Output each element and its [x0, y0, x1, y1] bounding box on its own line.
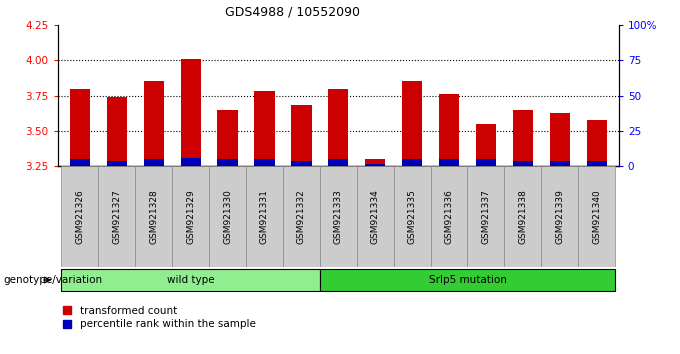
Bar	[218, 110, 238, 159]
Text: GSM921340: GSM921340	[592, 189, 601, 244]
Text: GSM921336: GSM921336	[445, 189, 454, 244]
FancyBboxPatch shape	[394, 166, 430, 267]
Bar	[180, 158, 201, 166]
Bar	[328, 88, 348, 159]
Text: GSM921339: GSM921339	[556, 189, 564, 244]
FancyBboxPatch shape	[283, 166, 320, 267]
FancyBboxPatch shape	[578, 166, 615, 267]
FancyBboxPatch shape	[61, 166, 99, 267]
Text: GSM921338: GSM921338	[518, 189, 527, 244]
Bar	[476, 159, 496, 166]
Text: GSM921329: GSM921329	[186, 189, 195, 244]
Bar	[180, 59, 201, 158]
Bar	[143, 159, 164, 166]
FancyBboxPatch shape	[541, 166, 578, 267]
Text: GSM921326: GSM921326	[75, 189, 84, 244]
Text: GSM921330: GSM921330	[223, 189, 232, 244]
Bar	[70, 88, 90, 159]
Bar	[107, 161, 127, 166]
Text: GSM921327: GSM921327	[112, 189, 121, 244]
Bar	[402, 81, 422, 159]
Bar	[439, 94, 459, 159]
Text: Srlp5 mutation: Srlp5 mutation	[428, 275, 507, 285]
Bar	[402, 159, 422, 166]
FancyBboxPatch shape	[246, 166, 283, 267]
Bar	[587, 120, 607, 161]
FancyBboxPatch shape	[505, 166, 541, 267]
Bar	[218, 159, 238, 166]
FancyBboxPatch shape	[357, 166, 394, 267]
Bar	[254, 91, 275, 159]
Bar	[587, 161, 607, 166]
Text: GSM921331: GSM921331	[260, 189, 269, 244]
FancyBboxPatch shape	[99, 166, 135, 267]
Text: GSM921332: GSM921332	[297, 189, 306, 244]
FancyBboxPatch shape	[320, 166, 357, 267]
Bar	[513, 110, 533, 161]
Text: GSM921337: GSM921337	[481, 189, 490, 244]
Bar	[513, 161, 533, 166]
FancyBboxPatch shape	[467, 166, 505, 267]
FancyBboxPatch shape	[209, 166, 246, 267]
Text: GSM921328: GSM921328	[150, 189, 158, 244]
Bar	[328, 159, 348, 166]
Bar	[476, 124, 496, 159]
Bar	[107, 97, 127, 161]
Bar	[365, 159, 386, 164]
Bar	[70, 159, 90, 166]
Text: genotype/variation: genotype/variation	[3, 275, 103, 285]
Bar	[143, 81, 164, 159]
FancyBboxPatch shape	[61, 269, 320, 291]
Text: GSM921335: GSM921335	[407, 189, 417, 244]
Text: GSM921333: GSM921333	[334, 189, 343, 244]
FancyBboxPatch shape	[172, 166, 209, 267]
Bar	[439, 159, 459, 166]
Bar	[291, 161, 311, 166]
Bar	[254, 159, 275, 166]
Bar	[365, 164, 386, 166]
Legend: transformed count, percentile rank within the sample: transformed count, percentile rank withi…	[63, 306, 256, 329]
FancyBboxPatch shape	[320, 269, 615, 291]
FancyBboxPatch shape	[135, 166, 172, 267]
Bar	[549, 113, 570, 161]
Bar	[291, 105, 311, 161]
Text: wild type: wild type	[167, 275, 214, 285]
Text: GSM921334: GSM921334	[371, 189, 379, 244]
FancyBboxPatch shape	[430, 166, 467, 267]
Bar	[549, 161, 570, 166]
Text: GDS4988 / 10552090: GDS4988 / 10552090	[225, 5, 360, 18]
